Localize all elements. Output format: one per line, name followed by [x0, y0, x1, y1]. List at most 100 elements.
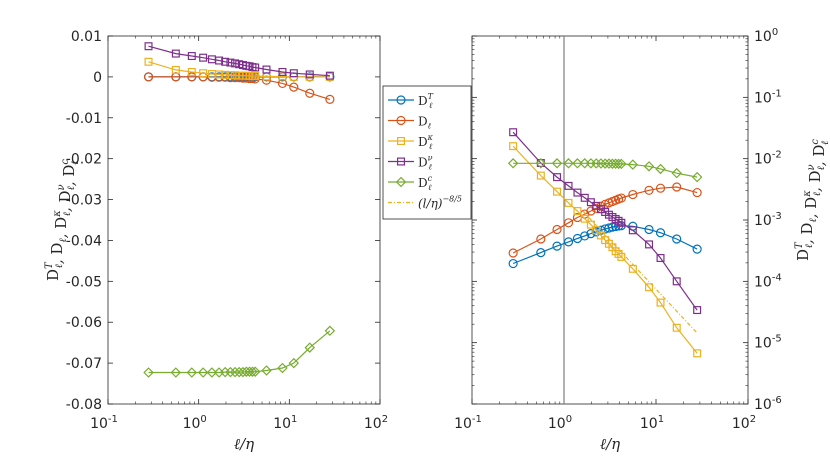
data-point: [563, 158, 574, 169]
data-point: [324, 325, 336, 337]
data-point: [325, 71, 334, 80]
data-point: [691, 171, 703, 183]
x-tick-label-base: 10: [454, 416, 472, 432]
right-panel-log: 10-1 100 101 10210010-110-210-310-410-510-6…: [454, 27, 830, 453]
legend-superscript: −8/5: [442, 195, 462, 204]
data-point: [215, 56, 224, 65]
data-point: [305, 88, 315, 98]
data-point: [616, 158, 627, 170]
legend-entry-5: Dc ℓ: [388, 174, 433, 192]
legend-marker: [395, 176, 407, 188]
y-label-separator: ,: [60, 177, 78, 187]
data-point: [672, 234, 682, 244]
data-point: [645, 283, 654, 292]
y-tick-label: -0.04: [66, 233, 102, 249]
data-point: [305, 70, 314, 79]
data-point: [171, 49, 180, 58]
legend-marker: [397, 157, 406, 166]
x-tick-label-exponent: 2: [382, 414, 388, 425]
y-label-superscript: ν: [806, 164, 817, 170]
legend-entry-2: Dℓ: [388, 115, 432, 131]
data-point: [536, 171, 545, 180]
x-tick-label: 100: [183, 414, 207, 432]
series-line: [512, 224, 698, 265]
data-point: [508, 248, 518, 258]
series-5: [507, 158, 703, 183]
data-point: [144, 57, 153, 66]
y-label-symbol: D: [806, 170, 824, 182]
y-label-symbol: D: [48, 243, 66, 255]
series-line: [148, 45, 330, 77]
data-point: [693, 306, 702, 315]
series-4: [509, 128, 702, 315]
data-point: [645, 240, 654, 249]
y-label-symbol: D: [56, 190, 74, 202]
y-tick-label: 10-1: [754, 88, 782, 106]
data-point: [580, 231, 590, 241]
y-label-separator: ,: [802, 209, 820, 219]
data-point: [325, 94, 335, 104]
y-label-subscript: ℓ: [812, 192, 823, 196]
y-tick-label-base: 10: [754, 29, 772, 45]
data-point: [508, 258, 518, 269]
y-tick-label-base: 10: [754, 90, 772, 106]
data-point: [509, 142, 518, 151]
data-point: [143, 367, 154, 378]
x-tick-label-exponent: -1: [108, 414, 118, 425]
x-tick-label: 10-1: [454, 414, 482, 432]
y-label-subscript: ℓ: [58, 238, 69, 242]
y-label-separator: ,: [48, 255, 66, 265]
data-point: [304, 342, 316, 353]
data-point: [551, 158, 563, 169]
y-tick-label-base: 10: [754, 397, 772, 413]
data-point: [199, 53, 208, 62]
left-panel-linear: 10-1 100 101 1020.010-0.01-0.02-0.03-0.04-0…: [44, 29, 388, 453]
y-tick-label-exponent: -2: [772, 150, 782, 161]
x-tick-label-base: 10: [364, 416, 382, 432]
series-2: [508, 182, 702, 258]
data-point: [278, 72, 287, 81]
legend-subscript: ℓ: [428, 122, 432, 131]
series-line: [148, 61, 330, 78]
legend-marker: [397, 137, 406, 146]
y-tick-label-base: 10: [754, 336, 772, 352]
data-point: [509, 128, 518, 137]
x-tick-label-exponent: 1: [291, 414, 297, 425]
data-point: [563, 237, 574, 247]
data-point: [564, 181, 573, 190]
data-point: [187, 52, 196, 61]
y-label-separator: ,: [806, 183, 824, 193]
series-line: [513, 162, 698, 178]
y-axis-label: DTℓ, Dℓ, Dκℓ, Dνℓ, Dcℓ: [44, 159, 81, 281]
data-point: [564, 198, 573, 207]
data-point: [251, 72, 260, 81]
y-label-subscript: ℓ: [816, 166, 827, 170]
x-tick-label-base: 10: [640, 416, 658, 432]
data-point: [536, 248, 546, 258]
data-point: [249, 366, 261, 377]
data-point: [592, 226, 601, 235]
y-tick-label: 10-2: [754, 150, 782, 168]
y-tick-label: 10-4: [754, 272, 782, 290]
y-label-superscript: ν: [56, 184, 67, 190]
y-label-separator: ,: [810, 157, 828, 167]
y-label-superscript: c: [60, 159, 71, 165]
data-point: [221, 57, 230, 66]
legend-symbol: D: [418, 115, 428, 129]
y-tick-label: -0.07: [66, 356, 102, 372]
y-label-symbol: D: [798, 223, 816, 235]
legend-entry-3: Dκ ℓ: [388, 133, 434, 151]
data-point: [656, 254, 665, 263]
y-tick-label: -0.05: [66, 274, 102, 290]
y-tick-label: 0: [93, 70, 102, 86]
data-point: [535, 158, 547, 169]
data-point: [672, 277, 681, 286]
series-6: [582, 210, 698, 334]
data-point: [692, 187, 702, 198]
y-label-subscript: ℓ: [808, 218, 819, 222]
data-point: [171, 65, 180, 74]
legend-label: Dν ℓ: [418, 154, 433, 172]
y-label-subscript: ℓ: [820, 141, 830, 145]
data-point: [289, 69, 298, 78]
